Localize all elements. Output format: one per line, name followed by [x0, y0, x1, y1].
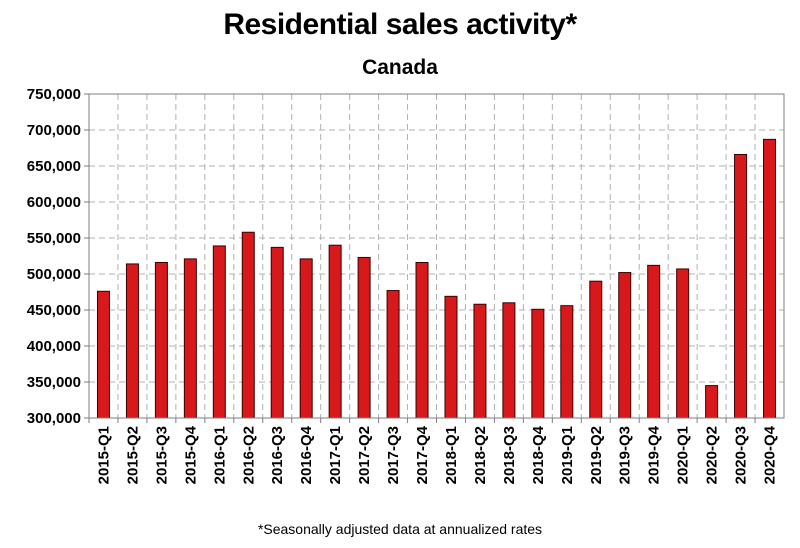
bar-2015-Q3	[154, 261, 168, 419]
y-tick-label: 350,000	[27, 374, 81, 391]
y-tick-label: 550,000	[27, 230, 81, 247]
x-tick-label: 2016-Q2	[240, 426, 257, 484]
bar-2018-Q3	[502, 302, 516, 419]
bar-2018-Q4	[531, 308, 545, 419]
x-tick-label: 2020-Q3	[733, 426, 750, 484]
x-tick-label: 2017-Q4	[414, 425, 431, 484]
x-tick-label: 2017-Q3	[385, 426, 402, 484]
y-tick-label: 700,000	[27, 122, 81, 139]
x-tick-label: 2019-Q3	[617, 426, 634, 484]
bar-2016-Q2	[241, 231, 255, 419]
y-tick-label: 500,000	[27, 266, 81, 283]
chart-subtitle: Canada	[362, 56, 438, 79]
bar-2015-Q4	[183, 258, 197, 419]
x-tick-label: 2018-Q4	[530, 425, 547, 484]
x-tick-label: 2015-Q4	[182, 425, 199, 484]
bars-layer	[96, 138, 777, 419]
y-tick-label: 750,000	[27, 86, 81, 103]
x-axis-ticks: 2015-Q1 2015-Q2 2015-Q3 2015-Q4 2016-Q1 2016-…	[88, 418, 779, 484]
x-tick-label: 2016-Q3	[269, 426, 286, 484]
x-tick-label: 2019-Q4	[646, 425, 663, 484]
x-tick-label: 2015-Q3	[153, 426, 170, 484]
x-tick-label: 2018-Q3	[501, 426, 518, 484]
x-tick-label: 2017-Q1	[327, 426, 344, 484]
y-tick-label: 300,000	[27, 410, 81, 427]
bar-2015-Q2	[125, 263, 139, 419]
x-tick-label: 2017-Q2	[356, 426, 373, 484]
x-tick-label: 2019-Q2	[588, 426, 605, 484]
x-tick-label: 2016-Q1	[211, 426, 228, 484]
x-tick-label: 2020-Q1	[675, 426, 692, 484]
y-axis-ticks: 300,000 350,000 400,000 450,000 500,000 550,0…	[27, 86, 89, 427]
bar-2017-Q1	[328, 244, 342, 419]
x-tick-label: 2020-Q4	[762, 425, 779, 484]
bar-2020-Q3	[734, 153, 748, 419]
bar-2019-Q4	[647, 264, 661, 419]
x-tick-label: 2020-Q2	[704, 426, 721, 484]
bar-2016-Q4	[299, 258, 313, 419]
x-tick-label: 2015-Q1	[95, 426, 112, 484]
y-tick-label: 400,000	[27, 338, 81, 355]
bar-2017-Q4	[415, 261, 429, 419]
bar-2015-Q1	[96, 290, 110, 419]
bar-2019-Q3	[618, 272, 632, 419]
chart-footnote: *Seasonally adjusted data at annualized …	[257, 521, 543, 537]
bar-2017-Q2	[357, 256, 371, 419]
y-tick-label: 600,000	[27, 194, 81, 211]
bar-2016-Q3	[270, 246, 284, 419]
bar-2019-Q2	[589, 280, 603, 419]
y-tick-label: 450,000	[27, 302, 81, 319]
bar-2017-Q3	[386, 290, 400, 419]
x-tick-label: 2019-Q1	[559, 426, 576, 484]
y-tick-label: 650,000	[27, 158, 81, 175]
x-tick-label: 2018-Q1	[443, 426, 460, 484]
chart-title: Residential sales activity*	[223, 8, 577, 41]
bar-2016-Q1	[212, 245, 226, 419]
x-tick-label: 2016-Q4	[298, 425, 315, 484]
grid-layer	[89, 94, 784, 418]
x-tick-label: 2018-Q2	[472, 426, 489, 484]
bar-2020-Q2	[705, 385, 719, 419]
bar-2020-Q1	[676, 268, 690, 419]
x-tick-label: 2015-Q2	[124, 426, 141, 484]
bar-2019-Q1	[560, 305, 574, 419]
bar-2018-Q1	[444, 295, 458, 419]
bar-2020-Q4	[763, 138, 777, 419]
bar-2018-Q2	[473, 303, 487, 419]
